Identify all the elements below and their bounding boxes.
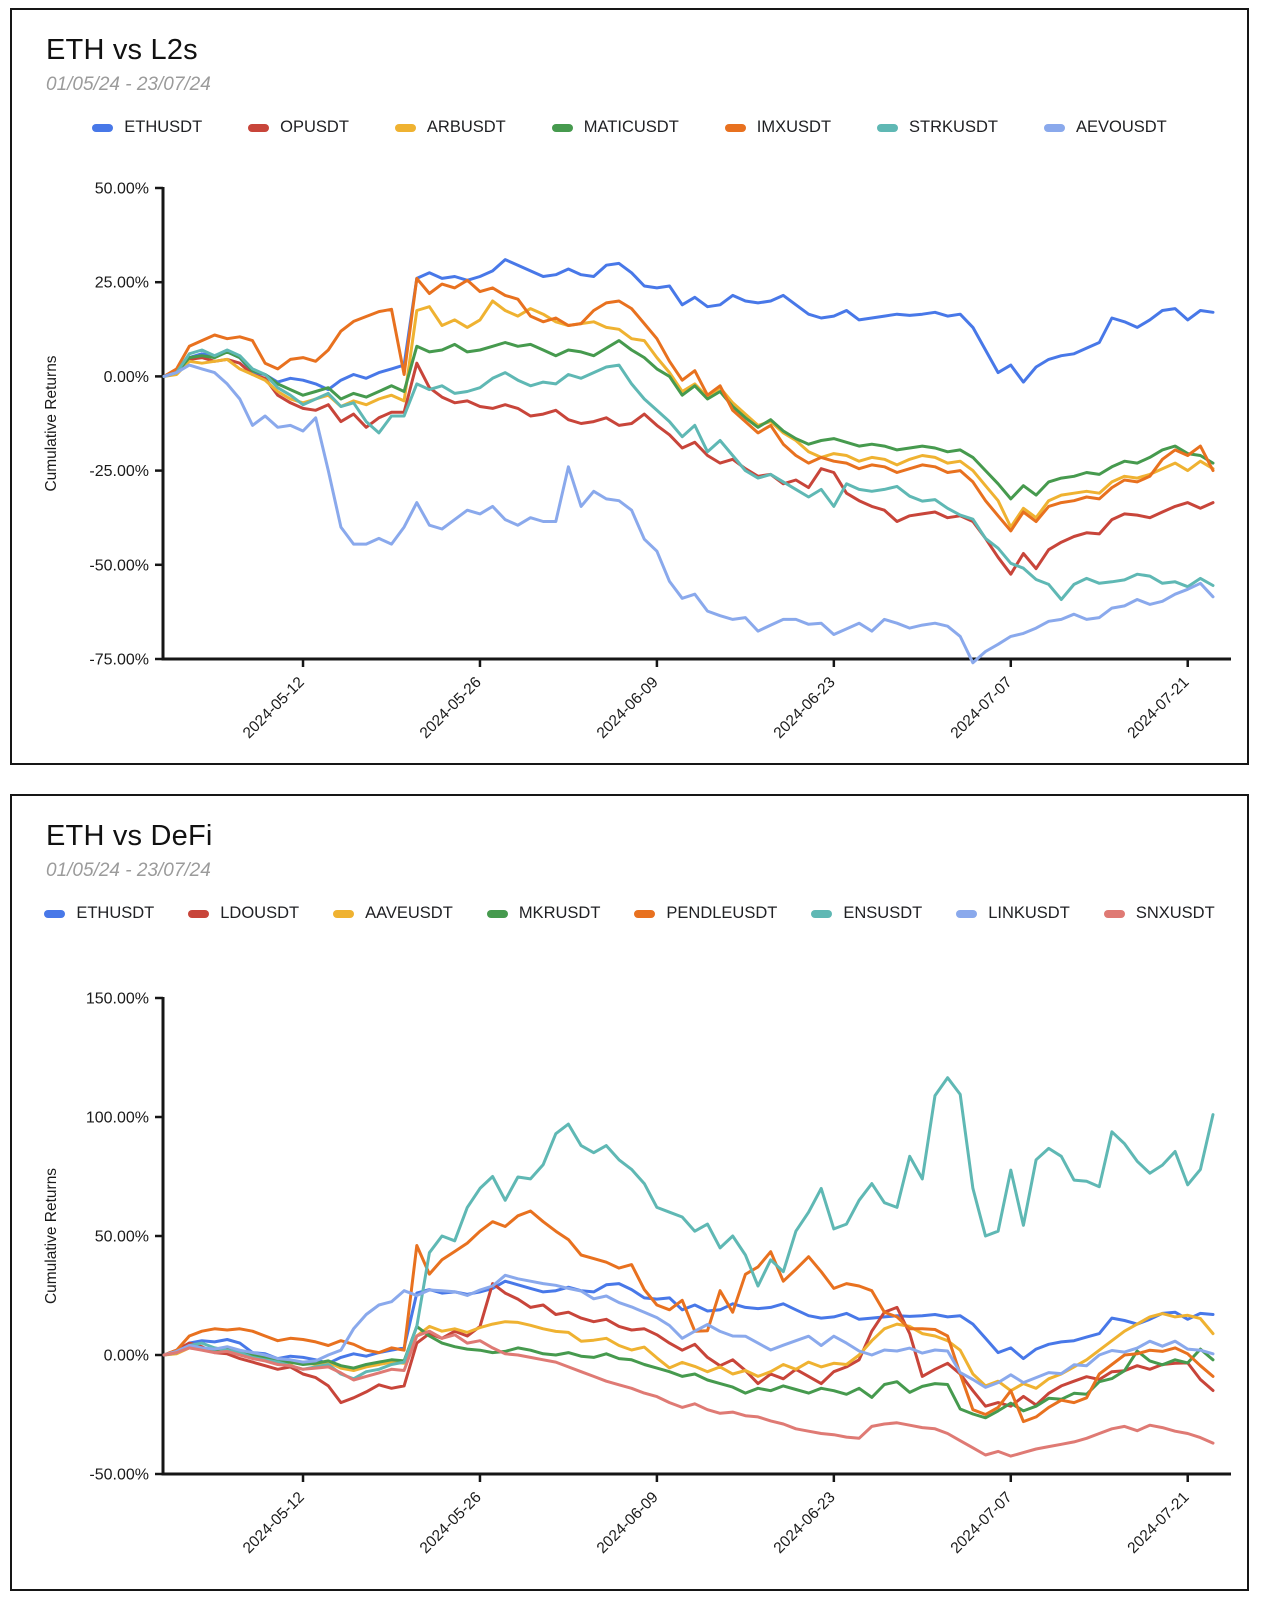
series-line-ethusdt [162,258,1215,392]
x-tick-label: 2024-05-12 [240,674,308,742]
legend-label: LDOUSDT [220,904,300,922]
y-axis-label: Cumulative Returns [43,1168,60,1304]
x-tick-label: 2024-06-09 [594,1489,662,1557]
y-tick-label: 100.00% [86,1110,149,1127]
x-tick-label: 2024-07-21 [1124,674,1192,742]
y-tick-label: -50.00% [89,1467,149,1484]
chart-card-eth-vs-l2s: ETH vs L2s 01/05/24 - 23/07/24 ETHUSDT OP… [10,8,1249,765]
legend: ETHUSDT OPUSDT ARBUSDT MATICUSDT IMXUSDT STRK… [12,118,1247,137]
legend-label: LINKUSDT [988,904,1070,922]
x-tick-label: 2024-06-09 [594,674,662,742]
legend-item-ensusdt: ENSUSDT [811,904,922,923]
legend-label: ETHUSDT [76,904,155,922]
y-tick-label: 50.00% [95,181,149,198]
series-line-opusdt [162,356,1215,576]
legend-item-imxusdt: IMXUSDT [724,118,832,137]
legend-swatch-icon [1043,123,1065,132]
legend-swatch-icon [551,123,573,132]
y-tick-label: -50.00% [89,557,149,574]
legend-swatch-icon [486,909,508,918]
legend-item-strkusdt: STRKUSDT [877,118,998,137]
x-tick-label: 2024-06-23 [771,1489,839,1557]
legend-swatch-icon [1103,909,1125,918]
legend-swatch-icon [724,123,746,132]
legend-item-linkusdt: LINKUSDT [956,904,1070,923]
chart-title: ETH vs DeFi [46,820,213,852]
legend-label: AEVOUSDT [1075,118,1167,136]
x-tick-label: 2024-07-21 [1124,1489,1192,1557]
legend-swatch-icon [188,909,210,918]
legend-item-maticusdt: MATICUSDT [551,118,679,137]
legend-label: ARBUSDT [426,118,506,136]
series-line-aaveusdt [162,1312,1215,1393]
legend-label: ETHUSDT [124,118,203,136]
series-line-ldousdt [162,1282,1215,1408]
legend-swatch-icon [956,909,978,918]
legend-label: OPUSDT [280,118,349,136]
legend: ETHUSDT LDOUSDT AAVEUSDT MKRUSDT PENDLEUSDT E… [12,904,1247,923]
series-line-aevousdt [162,363,1215,665]
y-tick-label: 150.00% [86,991,149,1008]
legend-swatch-icon [44,909,66,918]
legend-swatch-icon [92,123,114,132]
series-line-maticusdt [162,339,1215,501]
chart-plot: 150.00% 100.00% 50.00% 0.00% -50.00% 2024-05-… [43,991,1231,1557]
legend-label: IMXUSDT [756,118,832,136]
chart-card-eth-vs-defi: ETH vs DeFi 01/05/24 - 23/07/24 ETHUSDT L… [10,794,1249,1591]
y-tick-label: -25.00% [89,463,149,480]
legend-item-pendleusdt: PENDLEUSDT [634,904,777,923]
x-tick-label: 2024-05-12 [240,1489,308,1557]
series-line-strkusdt [162,348,1215,601]
x-tick-label: 2024-05-26 [417,674,485,742]
series-line-mkrusdt [162,1324,1215,1420]
legend-label: SNXUSDT [1135,904,1215,922]
y-axis-label: Cumulative Returns [43,355,60,491]
y-tick-label: 50.00% [95,1229,149,1246]
legend-item-ethusdt: ETHUSDT [92,118,202,137]
legend-label: MATICUSDT [583,118,679,136]
series-line-imxusdt [162,276,1215,533]
series-line-snxusdt [162,1329,1215,1458]
legend-swatch-icon [877,123,899,132]
legend-item-mkrusdt: MKRUSDT [486,904,601,923]
legend-label: AAVEUSDT [365,904,453,922]
legend-label: MKRUSDT [518,904,601,922]
series-line-ethusdt [162,1279,1215,1365]
series-line-pendleusdt [162,1209,1215,1424]
legend-item-arbusdt: ARBUSDT [394,118,506,137]
legend-label: STRKUSDT [909,118,998,136]
chart-subtitle: 01/05/24 - 23/07/24 [46,860,211,881]
legend-label: PENDLEUSDT [666,904,778,922]
y-tick-label: 0.00% [104,1348,149,1365]
chart-subtitle: 01/05/24 - 23/07/24 [46,74,211,95]
legend-swatch-icon [248,123,270,132]
x-tick-label: 2024-05-26 [417,1489,485,1557]
chart-title: ETH vs L2s [46,34,198,66]
x-tick-label: 2024-06-23 [771,674,839,742]
chart-plot: 50.00% 25.00% 0.00% -25.00% -50.00% -75.00% 20… [43,181,1231,742]
series-line-linkusdt [162,1273,1215,1389]
legend-item-snxusdt: SNXUSDT [1103,904,1215,923]
legend-item-ldousdt: LDOUSDT [188,904,299,923]
legend-item-ethusdt: ETHUSDT [44,904,154,923]
chart-canvas: 50.00% 25.00% 0.00% -25.00% -50.00% -75.00% 20… [12,151,1247,756]
y-tick-label: 25.00% [95,275,149,292]
legend-swatch-icon [811,909,833,918]
series-line-arbusdt [162,299,1215,529]
x-tick-label: 2024-07-07 [948,674,1016,742]
chart-canvas: 150.00% 100.00% 50.00% 0.00% -50.00% 2024-05-… [12,937,1247,1577]
y-tick-label: -75.00% [89,652,149,669]
legend-label: ENSUSDT [843,904,923,922]
legend-item-aevousdt: AEVOUSDT [1043,118,1167,137]
x-tick-label: 2024-07-07 [948,1489,1016,1557]
legend-item-opusdt: OPUSDT [248,118,349,137]
legend-item-aaveusdt: AAVEUSDT [333,904,453,923]
legend-swatch-icon [394,123,416,132]
y-tick-label: 0.00% [104,369,149,386]
legend-swatch-icon [634,909,656,918]
legend-swatch-icon [333,909,355,918]
